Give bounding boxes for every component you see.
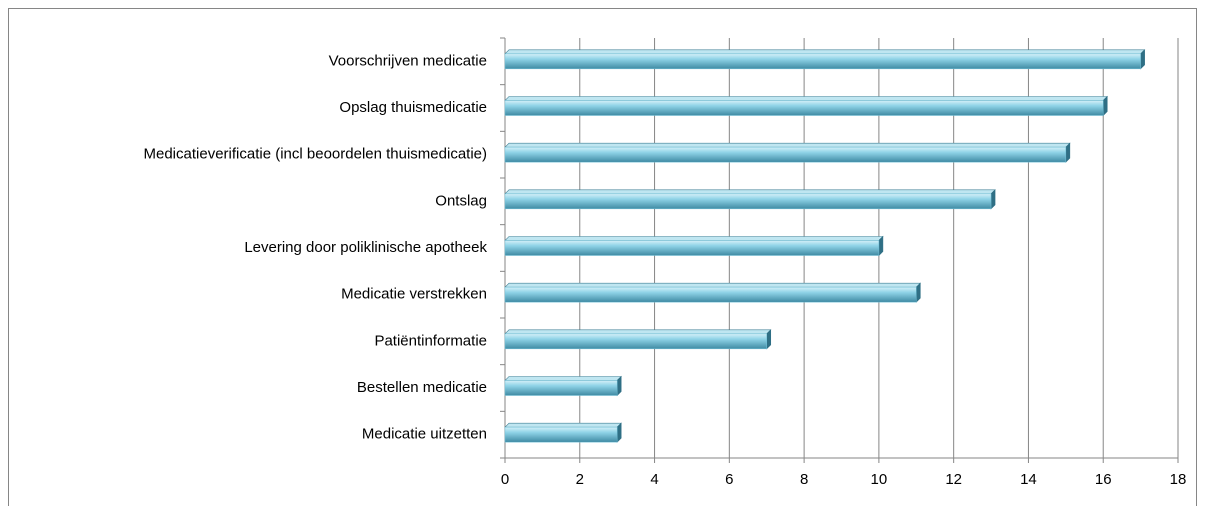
y-tick-label: Medicatie uitzetten: [362, 426, 487, 443]
bar-top: [504, 422, 622, 428]
x-tick-label: 12: [945, 471, 962, 488]
bar: [504, 380, 618, 396]
y-tick-label: Bestellen medicatie: [357, 379, 487, 396]
bar-top: [504, 49, 1146, 55]
x-tick-label: 10: [871, 471, 888, 488]
y-tick-label: Opslag thuismedicatie: [339, 99, 487, 116]
y-tick-label: Levering door poliklinische apotheek: [244, 239, 487, 256]
bar-top: [504, 96, 1108, 101]
y-tick-label: Medicatie verstrekken: [341, 286, 487, 303]
bar: [504, 53, 1141, 70]
bar-top: [504, 189, 996, 195]
y-tick-label: Ontslag: [435, 192, 487, 209]
x-tick-label: 6: [725, 471, 733, 488]
chart-border: [8, 8, 1197, 506]
bar: [504, 286, 917, 303]
y-tick-label: Medicatieverificatie (incl beoordelen th…: [144, 146, 488, 163]
y-tick-label: Patiëntinformatie: [374, 332, 487, 349]
x-tick-label: 16: [1095, 471, 1112, 488]
bar-top: [504, 329, 772, 335]
bar: [504, 426, 618, 443]
x-tick-label: 0: [501, 471, 509, 488]
x-tick-label: 18: [1170, 471, 1187, 488]
bar-top: [504, 282, 922, 288]
bar: [504, 333, 767, 350]
x-tick-label: 14: [1020, 471, 1037, 488]
bar: [504, 100, 1104, 116]
y-tick-label: Voorschrijven medicatie: [329, 52, 487, 69]
x-tick-label: 2: [576, 471, 584, 488]
bar-top: [504, 236, 884, 241]
bar-top: [504, 142, 1071, 148]
x-tick-label: 8: [800, 471, 808, 488]
bar: [504, 240, 880, 256]
bar: [504, 146, 1067, 163]
x-tick-label: 4: [650, 471, 658, 488]
bar-top: [504, 376, 622, 381]
bar: [504, 193, 992, 210]
